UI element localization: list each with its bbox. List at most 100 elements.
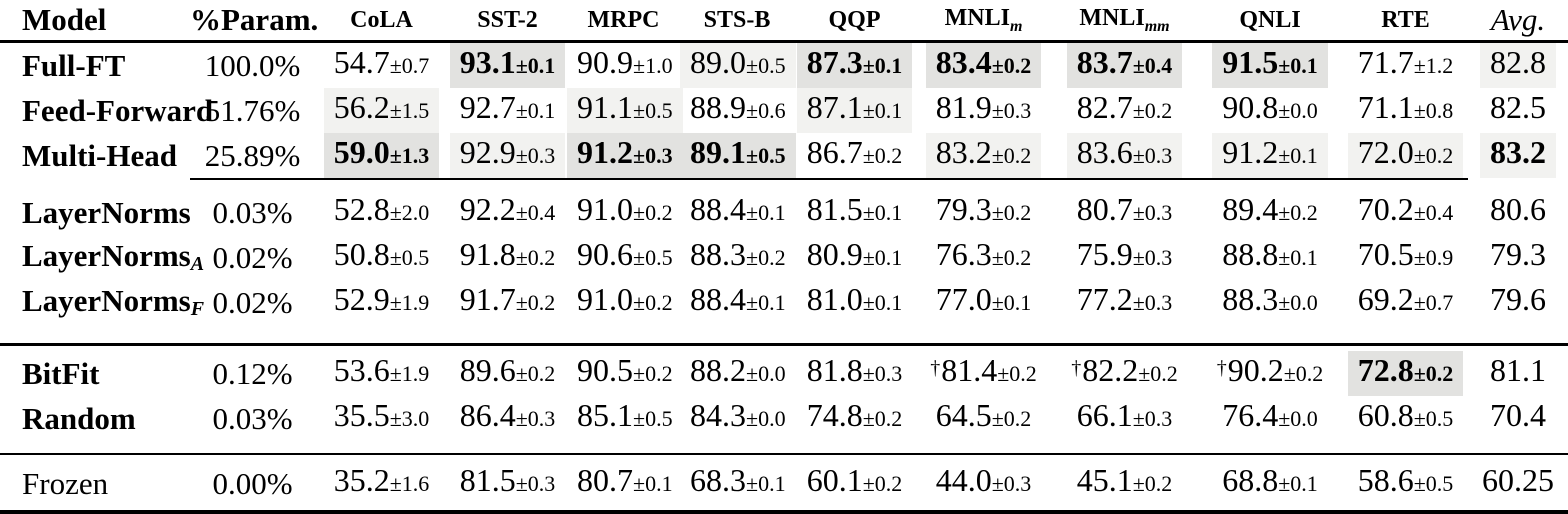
highlight-box: 85.1±0.5 <box>567 396 683 441</box>
score-std: ±0.2 <box>991 200 1032 225</box>
score-std: ±2.0 <box>389 200 430 225</box>
score-value: 71.7 <box>1357 44 1414 80</box>
score-std: ±0.1 <box>862 200 903 225</box>
score-value: 79.3 <box>1490 236 1546 272</box>
score-std: ±0.5 <box>746 53 786 78</box>
highlight-box: 83.7±0.4 <box>1066 43 1183 88</box>
highlight-box: 45.1±0.2 <box>1067 461 1183 506</box>
highlight-box: 90.8±0.0 <box>1212 88 1328 133</box>
cell-param: 0.12% <box>190 343 315 396</box>
highlight-box: 79.6 <box>1480 280 1556 325</box>
score-std: ±0.2 <box>991 406 1032 431</box>
highlight-box: 44.0±0.3 <box>926 461 1042 506</box>
cell-qqp: 87.1±0.1 <box>794 88 915 133</box>
cell-rte: 70.2±0.4 <box>1343 178 1468 235</box>
column-header-label: MRPC <box>587 6 660 33</box>
score-std: ±1.9 <box>389 361 430 386</box>
cell-mnli_mm: 45.1±0.2 <box>1052 453 1197 514</box>
column-header-label: QNLI <box>1239 6 1301 33</box>
cell-param: 25.89% <box>204 137 301 173</box>
score-value: 88.4 <box>690 191 746 227</box>
cell-qqp: 81.0±0.1 <box>794 280 915 345</box>
highlight-box: 87.3±0.1 <box>796 43 913 88</box>
score-std: ±0.4 <box>1413 200 1454 225</box>
score-std: ±0.2 <box>515 245 556 270</box>
column-header-label: Model <box>22 2 107 37</box>
column-header-qqp: QQP <box>794 0 915 43</box>
score-value: 81.1 <box>1490 352 1546 388</box>
score-std: ±0.1 <box>862 98 903 123</box>
cell-qnli: 68.8±0.1 <box>1197 453 1343 514</box>
highlight-box: 82.7±0.2 <box>1067 88 1183 133</box>
cell-stsb: 89.1±0.5 <box>680 133 796 179</box>
score-value: 60.25 <box>1482 462 1554 498</box>
score-value: 91.0 <box>577 281 633 317</box>
score-std: ±0.7 <box>1413 290 1454 315</box>
score-std: ±1.5 <box>389 98 430 123</box>
cell-qqp: 74.8±0.2 <box>794 396 915 454</box>
cell-param: 51.76% <box>204 92 301 128</box>
cell-param: 0.03% <box>212 400 293 436</box>
highlight-box: 74.8±0.2 <box>797 396 913 441</box>
score-std: ±0.4 <box>515 200 556 225</box>
column-header-label: Avg. <box>1490 2 1546 37</box>
score-value: 91.8 <box>459 236 516 272</box>
model-label: BitFit <box>22 355 100 391</box>
highlight-box: 79.3±0.2 <box>926 190 1042 235</box>
cell-mrpc: 85.1±0.5 <box>567 396 680 454</box>
score-value: 71.1 <box>1357 89 1414 125</box>
highlight-box: 91.8±0.2 <box>450 235 566 280</box>
highlight-box: 81.9±0.3 <box>926 88 1042 133</box>
highlight-box: 72.0±0.2 <box>1347 133 1464 178</box>
score-value: 60.8 <box>1357 397 1414 433</box>
cell-param: 0.03% <box>190 178 315 235</box>
score-std: ±0.7 <box>389 53 430 78</box>
highlight-box: 81.8±0.3 <box>797 351 913 396</box>
score-std: ±0.2 <box>746 245 786 270</box>
score-value: 93.1 <box>459 44 516 80</box>
highlight-box: 79.3 <box>1480 235 1556 280</box>
score-value: 89.4 <box>1222 191 1279 227</box>
cell-sst2: 92.2±0.4 <box>448 178 567 235</box>
highlight-box: 70.2±0.4 <box>1348 190 1464 235</box>
cell-avg: 70.4 <box>1468 396 1568 454</box>
score-value: 90.6 <box>577 236 633 272</box>
score-std: ±0.1 <box>862 53 903 78</box>
score-value: 58.6 <box>1357 462 1414 498</box>
cell-mrpc: 90.9±1.0 <box>567 42 680 89</box>
model-subscript: A <box>190 253 205 276</box>
highlight-box: 68.8±0.1 <box>1212 461 1328 506</box>
highlight-box: †81.4±0.2 <box>920 351 1047 396</box>
score-std: ±0.2 <box>1413 361 1454 386</box>
score-std: ±1.9 <box>389 290 430 315</box>
score-value: 81.9 <box>935 89 992 125</box>
cell-stsb: 84.3±0.0 <box>680 396 794 454</box>
cell-qqp: 81.5±0.1 <box>794 178 915 235</box>
highlight-box: 88.9±0.6 <box>680 88 796 133</box>
score-std: ±0.3 <box>1132 406 1173 431</box>
score-value: 82.2 <box>1082 352 1139 388</box>
score-value: 86.4 <box>459 397 516 433</box>
highlight-box: 89.6±0.2 <box>450 351 566 396</box>
score-value: 82.7 <box>1076 89 1133 125</box>
cell-mrpc: 80.7±0.1 <box>567 453 680 514</box>
cell-cola: 53.6±1.9 <box>315 343 448 396</box>
score-value: 81.0 <box>806 281 863 317</box>
cell-cola: 35.2±1.6 <box>315 453 448 514</box>
cell-cola: 35.5±3.0 <box>315 396 448 454</box>
cell-stsb: 88.4±0.1 <box>680 178 794 235</box>
cell-cola: 56.2±1.5 <box>315 88 448 133</box>
cell-qnli: 89.4±0.2 <box>1197 178 1343 235</box>
score-value: 84.3 <box>690 397 746 433</box>
highlight-box: 91.1±0.5 <box>567 88 683 133</box>
score-std: ±0.0 <box>1278 290 1318 315</box>
column-header-param: %Param. <box>190 0 318 43</box>
dagger-icon: † <box>1071 356 1082 379</box>
cell-cola: 50.8±0.5 <box>315 235 448 280</box>
score-value: 80.6 <box>1490 191 1546 227</box>
score-std: ±0.1 <box>515 98 556 123</box>
cell-sst2: 89.6±0.2 <box>448 343 567 396</box>
highlight-box: 64.5±0.2 <box>926 396 1042 441</box>
score-value: 45.1 <box>1076 462 1133 498</box>
score-std: ±0.2 <box>862 471 903 496</box>
